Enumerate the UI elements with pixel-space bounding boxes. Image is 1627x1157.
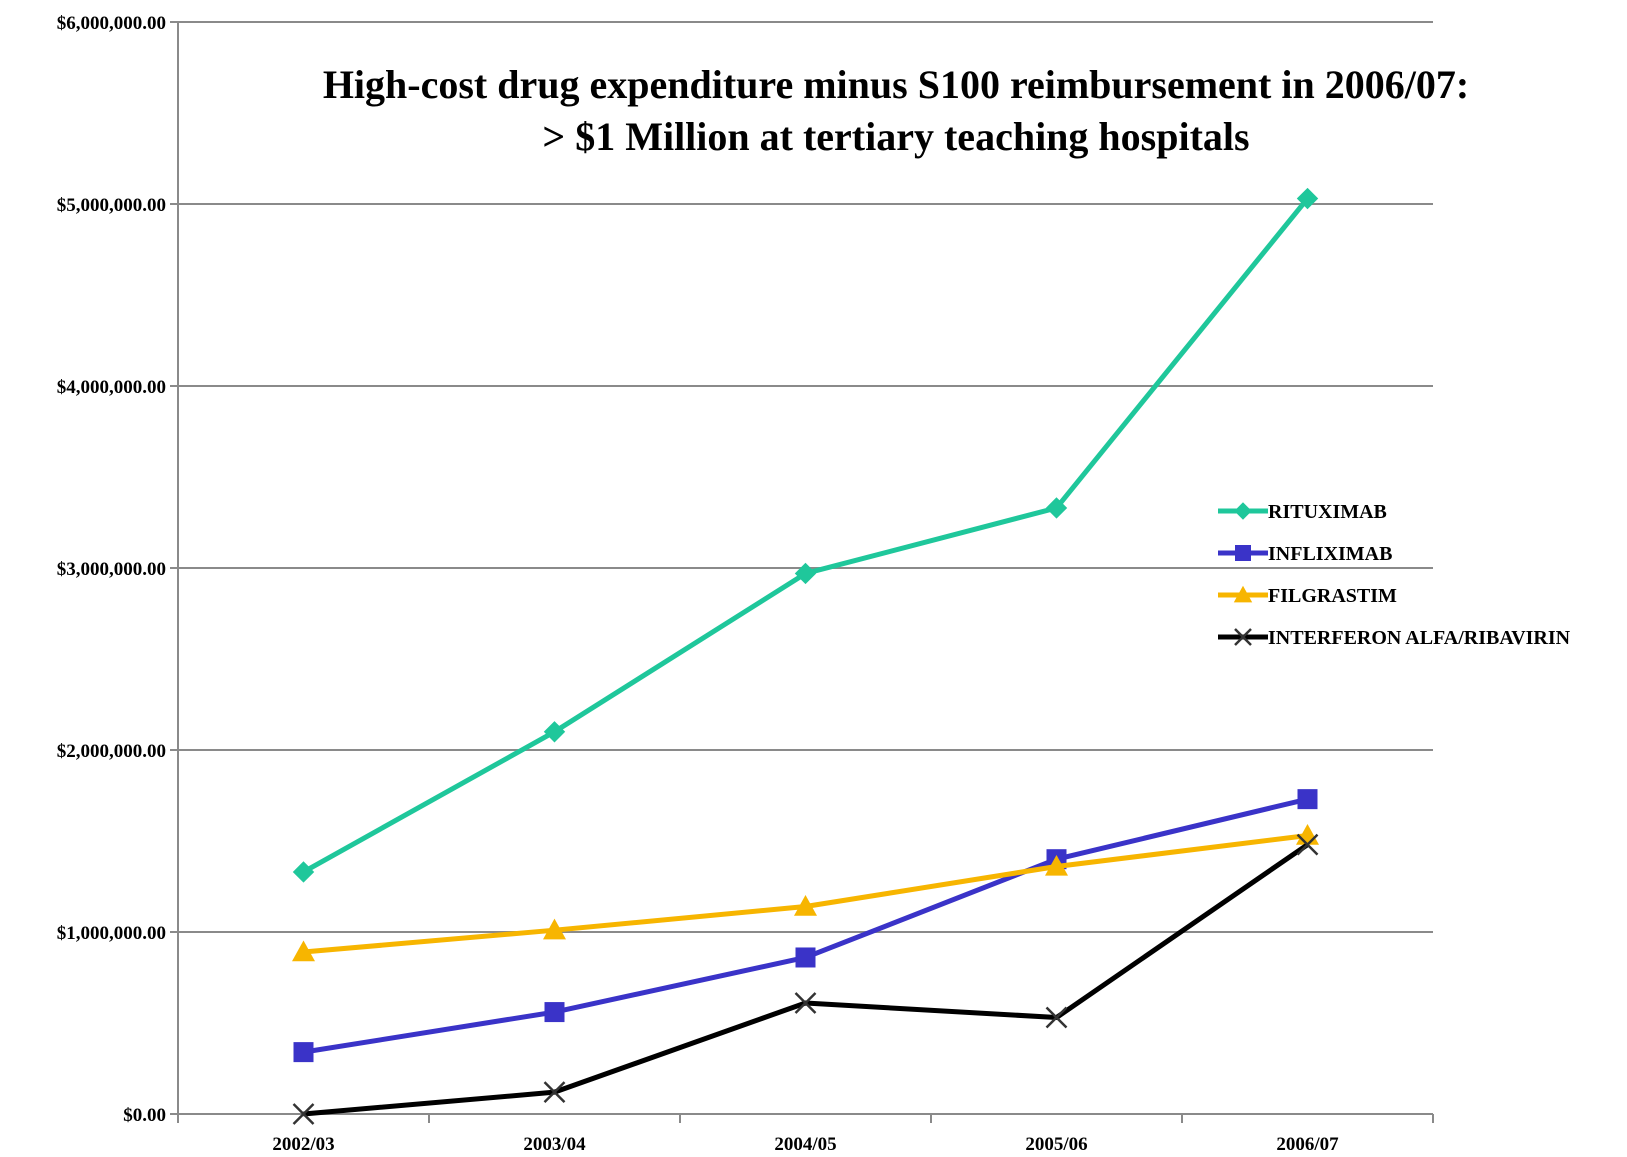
data-point (292, 940, 315, 962)
y-tick-label: $4,000,000.00 (57, 377, 166, 398)
x-tick-label: 2002/03 (272, 1134, 334, 1155)
data-point (1045, 1006, 1068, 1029)
series-line (303, 833, 1308, 955)
series-lines (292, 187, 1319, 1125)
series-line (303, 842, 1309, 1117)
x-tick-label: 2003/04 (523, 1134, 586, 1155)
y-tick-label: $2,000,000.00 (57, 741, 166, 762)
series-filgrastim (292, 824, 1319, 962)
data-point (1233, 585, 1253, 603)
series-line (302, 196, 1310, 875)
chart-title-line: > $1 Million at tertiary teaching hospit… (542, 114, 1249, 159)
legend-label: INFLIXIMAB (1268, 543, 1392, 565)
data-point (794, 562, 817, 585)
y-tick-label: $6,000,000.00 (57, 13, 166, 34)
data-point (292, 861, 315, 883)
legend-label: RITUXIMAB (1268, 501, 1387, 523)
data-point (1234, 502, 1252, 520)
y-tick-label: $3,000,000.00 (57, 559, 166, 580)
legend-entry: RITUXIMAB (1218, 501, 1387, 523)
legend: RITUXIMAB INFLIXIMAB FILGRASTIM INTERFERON … (1218, 501, 1571, 649)
series-line (303, 796, 1309, 1055)
data-point (1296, 187, 1319, 210)
y-tick-label: $5,000,000.00 (57, 195, 166, 216)
x-tick-label: 2006/07 (1276, 1134, 1339, 1155)
data-point (794, 992, 817, 1014)
data-point (795, 947, 816, 968)
series-infliximab (293, 789, 1318, 1063)
data-point (293, 1042, 314, 1063)
legend-entry: FILGRASTIM (1218, 585, 1397, 607)
data-point (1234, 628, 1252, 646)
gridlines (178, 21, 1433, 1115)
data-point (292, 1103, 315, 1125)
data-point (1235, 545, 1251, 561)
data-point (543, 918, 566, 940)
data-point (1297, 789, 1318, 810)
data-point (1045, 854, 1068, 876)
data-point (1045, 497, 1068, 519)
data-point (1296, 833, 1319, 856)
series-interferon-alfa-ribavirin (292, 833, 1319, 1125)
legend-entry: INTERFERON ALFA/RIBAVIRIN (1218, 627, 1571, 649)
data-point (543, 721, 566, 743)
legend-label: FILGRASTIM (1268, 585, 1397, 607)
chart-title: High-cost drug expenditure minus S100 re… (323, 62, 1469, 159)
series-rituximab (292, 187, 1319, 883)
y-tick-label: $1,000,000.00 (57, 923, 166, 944)
data-point (543, 1081, 566, 1104)
data-point (544, 1002, 565, 1023)
x-tick-label: 2005/06 (1025, 1134, 1087, 1155)
axes: $0.00 $1,000,000.00 $2,000,000.00 $3,000,00… (57, 13, 1434, 1155)
chart-title-line: High-cost drug expenditure minus S100 re… (323, 62, 1469, 107)
data-point (794, 895, 817, 916)
y-tick-label: $0.00 (123, 1105, 166, 1126)
x-tick-label: 2004/05 (774, 1134, 836, 1155)
legend-label: INTERFERON ALFA/RIBAVIRIN (1268, 627, 1571, 649)
legend-entry: INFLIXIMAB (1218, 543, 1392, 565)
